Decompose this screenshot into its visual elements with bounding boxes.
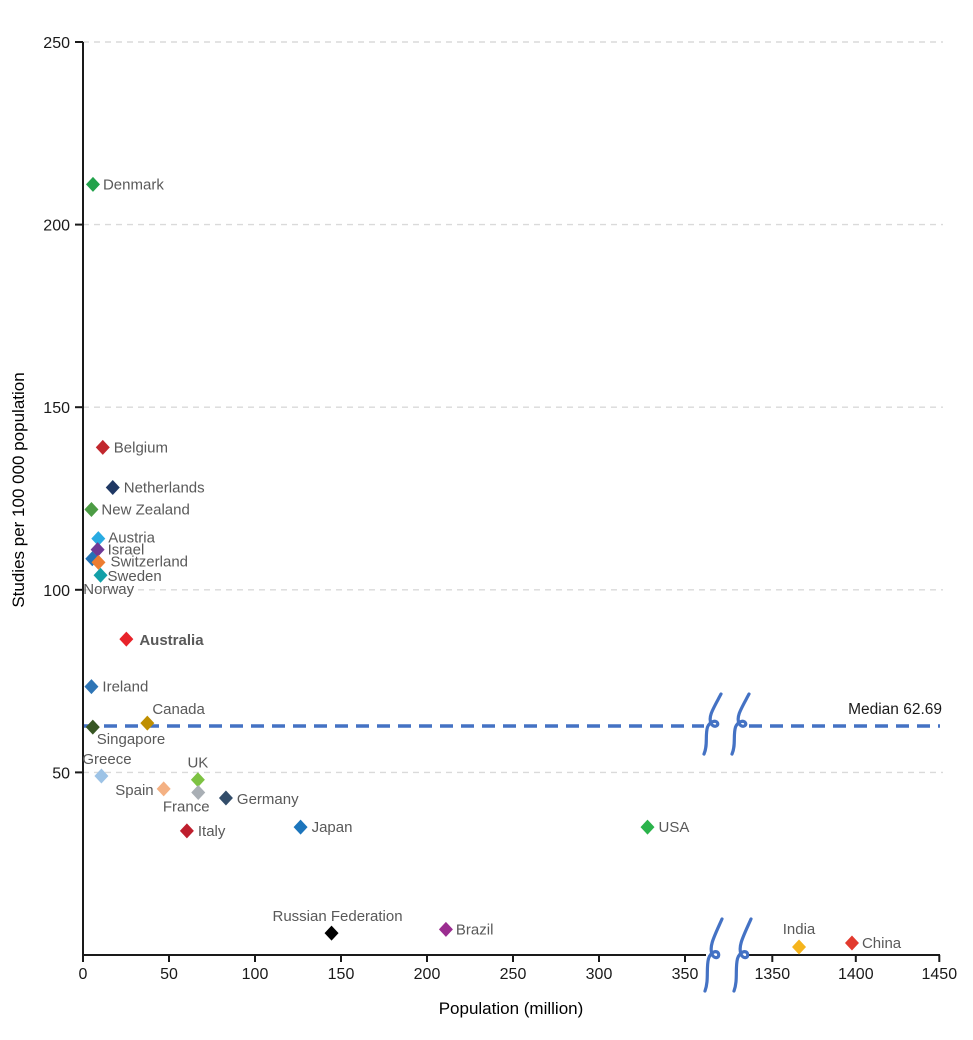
data-point-austria (91, 531, 106, 547)
data-point-label-russian-federation: Russian Federation (273, 908, 403, 925)
data-point-label-denmark: Denmark (103, 176, 164, 193)
data-point-label-switzerland: Switzerland (110, 553, 188, 570)
data-point-label-greece: Greece (82, 751, 131, 768)
data-point-label-japan: Japan (312, 819, 353, 836)
x-tick-label-150: 150 (328, 966, 355, 983)
data-point-denmark (85, 176, 100, 192)
x-tick-label-0: 0 (79, 966, 88, 983)
data-point-uk (190, 772, 205, 788)
data-point-india (792, 939, 807, 955)
x-tick-label-1350: 1350 (755, 966, 791, 983)
data-point-australia (119, 631, 134, 647)
median-line-break-mark-1 (702, 692, 723, 756)
data-point-label-brazil: Brazil (456, 921, 494, 938)
data-point-label-australia: Australia (139, 632, 204, 649)
data-point-label-india: India (783, 921, 816, 938)
data-point-belgium (95, 439, 110, 455)
x-tick-label-1400: 1400 (838, 966, 874, 983)
x-tick-label-250: 250 (500, 966, 527, 983)
axes (82, 42, 940, 956)
data-point-label-spain: Spain (115, 782, 153, 799)
median-label: Median 62.69 (848, 701, 942, 718)
x-tick-label-100: 100 (242, 966, 269, 983)
data-point-usa (640, 819, 655, 835)
data-point-label-sweden: Sweden (108, 568, 162, 585)
data-point-new-zealand (84, 501, 99, 517)
axis-ticks (75, 41, 941, 962)
data-point-netherlands (105, 480, 120, 496)
data-point-brazil (438, 921, 453, 937)
y-tick-label-100: 100 (43, 583, 70, 600)
y-tick-label-50: 50 (52, 765, 70, 782)
data-point-ireland (84, 679, 99, 695)
data-point-labels: Denmark Belgium Netherlands New Zealand Aust… (82, 176, 901, 952)
data-point-label-usa: USA (659, 819, 690, 836)
data-point-germany (218, 790, 233, 806)
data-point-label-new-zealand: New Zealand (101, 501, 189, 518)
axis-break-marks (702, 692, 753, 993)
data-point-canada (140, 715, 155, 731)
y-axis-title: Studies per 100 000 population (9, 372, 28, 607)
y-tick-label-150: 150 (43, 400, 70, 417)
data-point-label-italy: Italy (198, 823, 226, 840)
data-point-italy (179, 823, 194, 839)
data-points (84, 176, 859, 955)
y-tick-label-200: 200 (43, 218, 70, 235)
data-point-label-norway: Norway (83, 581, 134, 598)
x-tick-label-300: 300 (586, 966, 613, 983)
data-point-switzerland (91, 554, 106, 570)
axis-tick-labels: 0 50 100 150 200 250 300 350 1350 1400 1450 50 100 15… (43, 35, 957, 983)
data-point-japan (293, 819, 308, 835)
data-point-label-netherlands: Netherlands (124, 480, 205, 497)
data-point-label-china: China (862, 935, 902, 952)
x-tick-label-350: 350 (672, 966, 699, 983)
data-point-greece (94, 768, 109, 784)
data-point-label-uk: UK (187, 755, 208, 772)
gridlines (83, 41, 943, 774)
data-point-label-belgium: Belgium (114, 439, 168, 456)
x-tick-label-50: 50 (160, 966, 178, 983)
data-point-label-singapore: Singapore (97, 731, 165, 748)
data-point-label-canada: Canada (152, 701, 205, 718)
data-point-label-ireland: Ireland (102, 679, 148, 696)
median-line-break-mark-2 (730, 692, 751, 756)
data-point-spain (156, 781, 171, 797)
data-point-label-germany: Germany (237, 791, 299, 808)
x-axis-break-mark-1 (703, 917, 724, 993)
data-point-label-israel: Israel (108, 542, 145, 559)
x-axis-title: Population (million) (439, 999, 584, 1018)
x-tick-label-200: 200 (414, 966, 441, 983)
data-point-russian-federation (324, 925, 339, 941)
data-point-china (844, 935, 859, 951)
data-point-label-austria: Austria (108, 530, 155, 547)
y-tick-label-250: 250 (43, 35, 70, 52)
data-point-singapore (85, 719, 100, 735)
data-point-sweden (93, 567, 108, 583)
data-point-label-france: France (163, 798, 210, 815)
x-tick-label-1450: 1450 (922, 966, 958, 983)
x-axis-break-mark-2 (732, 917, 753, 993)
data-point-france (191, 784, 206, 800)
